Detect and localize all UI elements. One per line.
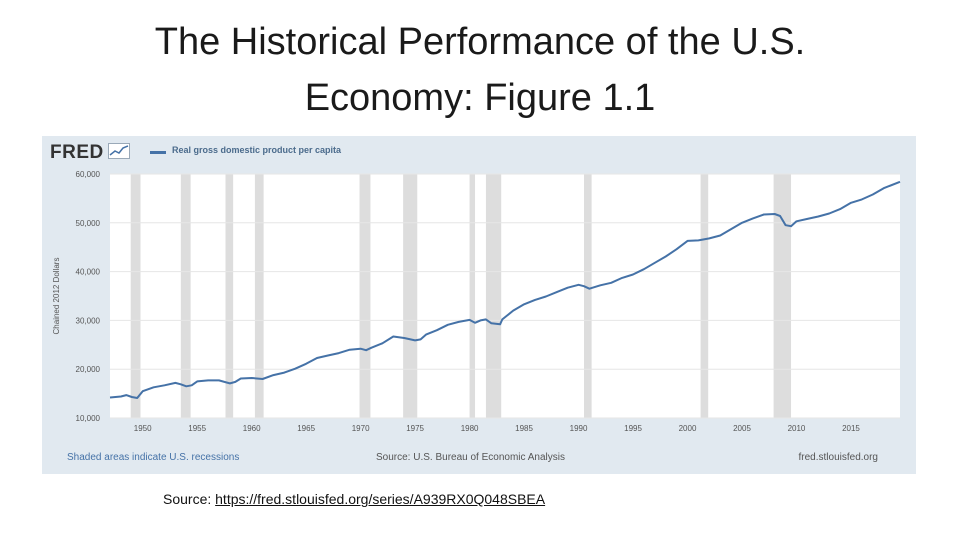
recession-band: [225, 174, 234, 418]
recession-note-link[interactable]: Shaded areas indicate U.S. recessions: [67, 452, 240, 463]
source-label: Source:: [163, 491, 216, 507]
x-tick-label: 1960: [243, 424, 261, 433]
legend-series-name: Real gross domestic product per capita: [172, 145, 342, 155]
x-tick-label: 1995: [624, 424, 642, 433]
slide-title-line-2: Economy: Figure 1.1: [304, 77, 656, 119]
x-tick-label: 1980: [461, 424, 479, 433]
fred-graph-icon: [108, 143, 130, 159]
data-source-note: Source: U.S. Bureau of Economic Analysis: [376, 452, 565, 463]
fred-site-label[interactable]: fred.stlouisfed.org: [798, 452, 879, 463]
recession-band: [359, 174, 371, 418]
x-tick-label: 2010: [788, 424, 806, 433]
y-tick-label: 60,000: [76, 170, 101, 179]
recession-band: [254, 174, 264, 418]
y-axis-label: Chained 2012 Dollars: [52, 258, 61, 335]
y-tick-label: 40,000: [76, 268, 101, 277]
recession-band: [485, 174, 502, 418]
y-tick-label: 30,000: [76, 316, 101, 325]
x-tick-label: 1985: [515, 424, 533, 433]
recession-band: [130, 174, 141, 418]
x-tick-label: 2000: [679, 424, 697, 433]
x-tick-label: 1990: [570, 424, 588, 433]
gdp-series-line: [109, 180, 901, 399]
recession-band: [773, 174, 792, 418]
fred-logo[interactable]: FRED: [50, 142, 104, 163]
y-tick-label: 20,000: [76, 365, 101, 374]
slide-title: The Historical Performance of the U.S. E…: [0, 14, 960, 126]
x-tick-label: 1955: [188, 424, 206, 433]
x-tick-label: 2015: [842, 424, 860, 433]
x-tick-label: 1950: [134, 424, 152, 433]
y-tick-label: 10,000: [76, 414, 101, 423]
x-tick-label: 1970: [352, 424, 370, 433]
recession-band: [469, 174, 476, 418]
source-link[interactable]: https://fred.stlouisfed.org/series/A939R…: [215, 491, 546, 507]
recession-band: [700, 174, 709, 418]
x-tick-label: 1965: [297, 424, 315, 433]
y-tick-label: 50,000: [76, 219, 101, 228]
recession-band: [180, 174, 191, 418]
recession-band: [403, 174, 418, 418]
recession-band: [584, 174, 592, 418]
gdp-line-chart: 10,000 20,000 30,000 40,000 50,000 60,000 1950…: [52, 170, 901, 433]
source-note: Source: https://fred.stlouisfed.org/seri…: [163, 491, 545, 507]
x-tick-label: 2005: [733, 424, 751, 433]
legend-line-swatch: [150, 151, 166, 154]
slide-title-line-1: The Historical Performance of the U.S.: [154, 21, 806, 63]
x-tick-label: 1975: [406, 424, 424, 433]
